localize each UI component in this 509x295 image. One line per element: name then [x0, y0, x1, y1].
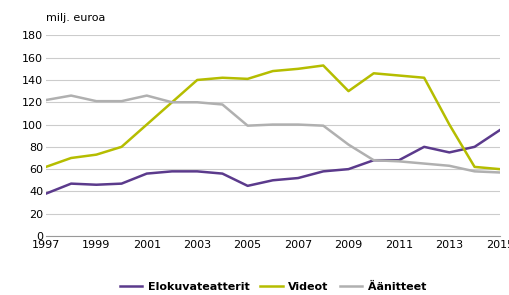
Elokuvateatterit: [43, 192, 49, 195]
Äänitteet: [93, 99, 99, 103]
Äänitteet: [219, 103, 225, 106]
Äänitteet: [68, 94, 74, 97]
Videot: [244, 77, 250, 81]
Videot: [68, 156, 74, 160]
Videot: [395, 74, 401, 77]
Elokuvateatterit: [395, 158, 401, 162]
Elokuvateatterit: [219, 172, 225, 175]
Legend: Elokuvateatterit, Videot, Äänitteet: Elokuvateatterit, Videot, Äänitteet: [120, 282, 425, 292]
Videot: [219, 76, 225, 80]
Elokuvateatterit: [420, 145, 427, 149]
Videot: [144, 123, 150, 126]
Elokuvateatterit: [118, 182, 124, 185]
Videot: [445, 123, 451, 126]
Elokuvateatterit: [370, 158, 376, 162]
Videot: [168, 101, 175, 104]
Line: Elokuvateatterit: Elokuvateatterit: [46, 130, 499, 194]
Äänitteet: [395, 160, 401, 163]
Videot: [420, 76, 427, 80]
Äänitteet: [168, 101, 175, 104]
Elokuvateatterit: [496, 128, 502, 132]
Äänitteet: [118, 99, 124, 103]
Elokuvateatterit: [244, 184, 250, 188]
Äänitteet: [445, 164, 451, 168]
Line: Videot: Videot: [46, 65, 499, 169]
Videot: [320, 64, 326, 67]
Elokuvateatterit: [320, 170, 326, 173]
Äänitteet: [345, 143, 351, 146]
Videot: [471, 165, 477, 169]
Äänitteet: [194, 101, 200, 104]
Äänitteet: [420, 162, 427, 165]
Elokuvateatterit: [294, 176, 300, 180]
Elokuvateatterit: [445, 151, 451, 154]
Äänitteet: [370, 158, 376, 162]
Äänitteet: [244, 124, 250, 127]
Äänitteet: [269, 123, 275, 126]
Videot: [496, 167, 502, 171]
Elokuvateatterit: [194, 170, 200, 173]
Text: milj. euroa: milj. euroa: [46, 13, 105, 23]
Elokuvateatterit: [68, 182, 74, 185]
Elokuvateatterit: [93, 183, 99, 186]
Videot: [118, 145, 124, 149]
Videot: [93, 153, 99, 156]
Äänitteet: [320, 124, 326, 127]
Videot: [43, 165, 49, 169]
Elokuvateatterit: [168, 170, 175, 173]
Videot: [294, 67, 300, 71]
Äänitteet: [43, 98, 49, 102]
Videot: [345, 89, 351, 93]
Elokuvateatterit: [345, 167, 351, 171]
Äänitteet: [496, 171, 502, 174]
Elokuvateatterit: [471, 145, 477, 149]
Videot: [370, 71, 376, 75]
Äänitteet: [144, 94, 150, 97]
Äänitteet: [471, 170, 477, 173]
Äänitteet: [294, 123, 300, 126]
Videot: [194, 78, 200, 82]
Videot: [269, 69, 275, 73]
Line: Äänitteet: Äänitteet: [46, 96, 499, 173]
Elokuvateatterit: [269, 178, 275, 182]
Elokuvateatterit: [144, 172, 150, 175]
